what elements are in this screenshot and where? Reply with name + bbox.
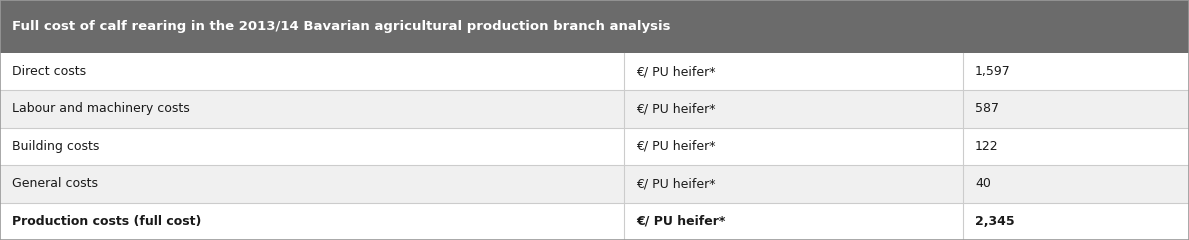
Text: Building costs: Building costs: [12, 140, 99, 153]
Text: 122: 122: [975, 140, 999, 153]
Text: €/ PU heifer*: €/ PU heifer*: [636, 140, 716, 153]
Text: 2,345: 2,345: [975, 215, 1014, 228]
FancyBboxPatch shape: [0, 203, 1189, 240]
Text: Full cost of calf rearing in the 2013/14 Bavarian agricultural production branch: Full cost of calf rearing in the 2013/14…: [12, 20, 671, 33]
Text: €/ PU heifer*: €/ PU heifer*: [636, 102, 716, 115]
Text: €/ PU heifer*: €/ PU heifer*: [636, 177, 716, 190]
Text: 587: 587: [975, 102, 999, 115]
Text: 40: 40: [975, 177, 990, 190]
FancyBboxPatch shape: [0, 53, 1189, 90]
FancyBboxPatch shape: [0, 90, 1189, 128]
Text: General costs: General costs: [12, 177, 97, 190]
Text: €/ PU heifer*: €/ PU heifer*: [636, 65, 716, 78]
FancyBboxPatch shape: [0, 0, 1189, 53]
Text: €/ PU heifer*: €/ PU heifer*: [636, 215, 725, 228]
Text: 1,597: 1,597: [975, 65, 1011, 78]
Text: Direct costs: Direct costs: [12, 65, 86, 78]
FancyBboxPatch shape: [0, 165, 1189, 203]
Text: Labour and machinery costs: Labour and machinery costs: [12, 102, 189, 115]
Text: Production costs (full cost): Production costs (full cost): [12, 215, 201, 228]
FancyBboxPatch shape: [0, 128, 1189, 165]
